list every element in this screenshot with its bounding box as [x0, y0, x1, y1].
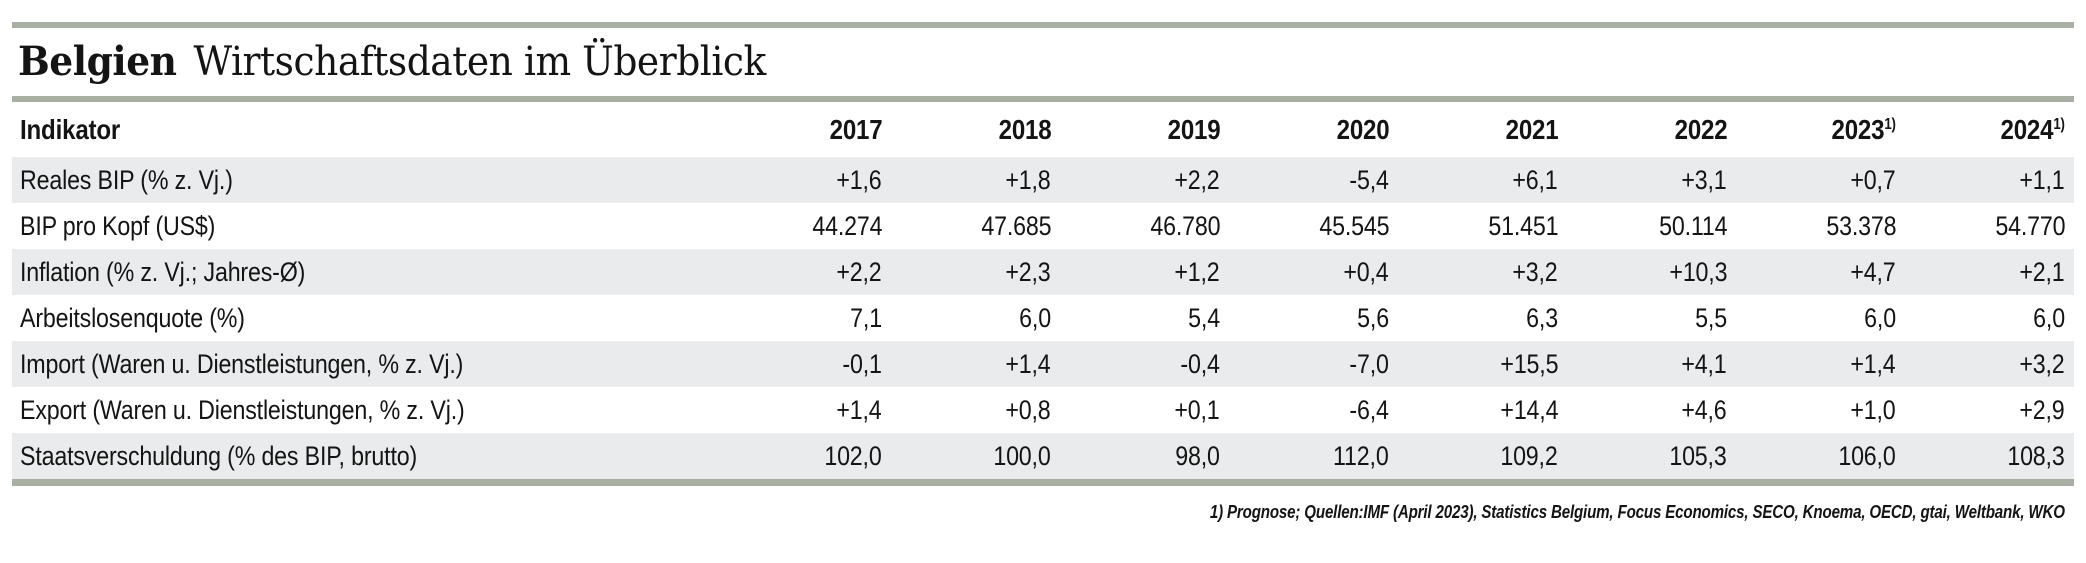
value-cell: -5,4 — [1349, 164, 1390, 195]
value-cell: +0,7 — [1850, 164, 1896, 195]
value-cell: 46.780 — [1150, 210, 1220, 241]
value-cell: 54.770 — [1995, 210, 2065, 241]
indicator-cell: BIP pro Kopf (US$) — [20, 210, 216, 241]
top-rule — [12, 22, 2074, 28]
value-cell: +2,2 — [1174, 164, 1220, 195]
footnote-marker: 1) — [1884, 115, 1897, 133]
table-row-inflation: Inflation (% z. Vj.; Jahres-Ø) +2,2 +2,3… — [12, 249, 2074, 295]
value-cell: 5,6 — [1357, 302, 1389, 333]
footnote-text: 1) Prognose; Quellen:IMF (April 2023), S… — [1209, 502, 2065, 522]
value-cell: 6,0 — [2033, 302, 2065, 333]
value-cell: 106,0 — [1838, 440, 1896, 471]
value-cell: 109,2 — [1500, 440, 1558, 471]
economic-data-table: Indikator 2017 2018 2019 2020 2021 2022 … — [12, 102, 2074, 479]
table-row-arbeitslosenquote: Arbeitslosenquote (%) 7,1 6,0 5,4 5,6 6,… — [12, 295, 2074, 341]
value-cell: 47.685 — [981, 210, 1051, 241]
title-country: Belgien — [18, 38, 177, 85]
column-header-2019: 2019 — [1167, 113, 1220, 145]
table-row-reales-bip: Reales BIP (% z. Vj.) +1,6 +1,8 +2,2 -5,… — [12, 157, 2074, 203]
value-cell: -0,4 — [1180, 348, 1221, 379]
value-cell: +2,9 — [2019, 394, 2065, 425]
value-cell: +4,7 — [1850, 256, 1896, 287]
value-cell: 100,0 — [993, 440, 1051, 471]
column-header-2020: 2020 — [1336, 113, 1389, 145]
indicator-cell: Staatsverschuldung (% des BIP, brutto) — [20, 440, 418, 471]
value-cell: 45.545 — [1319, 210, 1389, 241]
value-cell: +6,1 — [1512, 164, 1558, 195]
value-cell: 108,3 — [2007, 440, 2065, 471]
value-cell: +1,1 — [2019, 164, 2065, 195]
value-cell: +3,2 — [2019, 348, 2065, 379]
value-cell: 6,3 — [1526, 302, 1558, 333]
value-cell: 7,1 — [850, 302, 882, 333]
value-cell: 6,0 — [1864, 302, 1896, 333]
table-row-staatsverschuldung: Staatsverschuldung (% des BIP, brutto) 1… — [12, 433, 2074, 479]
value-cell: +1,2 — [1174, 256, 1220, 287]
value-cell: +3,1 — [1681, 164, 1727, 195]
bottom-rule — [12, 479, 2074, 486]
value-cell: +15,5 — [1500, 348, 1558, 379]
value-cell: +10,3 — [1669, 256, 1727, 287]
value-cell: +1,4 — [1850, 348, 1896, 379]
value-cell: 105,3 — [1669, 440, 1727, 471]
page-title-text: Belgien Wirtschaftsdaten im Überblick — [18, 39, 766, 85]
indicator-cell: Import (Waren u. Dienstleistungen, % z. … — [20, 348, 464, 379]
value-cell: 44.274 — [812, 210, 882, 241]
table-row-bip-pro-kopf: BIP pro Kopf (US$) 44.274 47.685 46.780 … — [12, 203, 2074, 249]
value-cell: -6,4 — [1349, 394, 1390, 425]
indicator-cell: Inflation (% z. Vj.; Jahres-Ø) — [20, 256, 306, 287]
value-cell: 5,5 — [1695, 302, 1727, 333]
table-row-import: Import (Waren u. Dienstleistungen, % z. … — [12, 341, 2074, 387]
value-cell: 50.114 — [1658, 210, 1727, 241]
value-cell: 51.451 — [1488, 210, 1558, 241]
column-header-2022: 2022 — [1674, 113, 1727, 145]
table-row-export: Export (Waren u. Dienstleistungen, % z. … — [12, 387, 2074, 433]
value-cell: 5,4 — [1188, 302, 1220, 333]
value-cell: 98,0 — [1175, 440, 1220, 471]
page-title: Belgien Wirtschaftsdaten im Überblick — [12, 28, 2074, 96]
value-cell: 102,0 — [824, 440, 882, 471]
value-cell: +1,4 — [836, 394, 882, 425]
value-cell: +1,8 — [1005, 164, 1051, 195]
document-page: Belgien Wirtschaftsdaten im Überblick Ind… — [0, 22, 2086, 563]
value-cell: 112,0 — [1333, 440, 1389, 471]
value-cell: 53.378 — [1826, 210, 1896, 241]
value-cell: +2,2 — [836, 256, 882, 287]
value-cell: +0,8 — [1005, 394, 1051, 425]
value-cell: +1,6 — [836, 164, 882, 195]
value-cell: +1,4 — [1005, 348, 1051, 379]
column-header-2021: 2021 — [1505, 113, 1558, 145]
indicator-cell: Export (Waren u. Dienstleistungen, % z. … — [20, 394, 465, 425]
title-divider-rule — [12, 96, 2074, 102]
value-cell: +14,4 — [1500, 394, 1558, 425]
value-cell: -7,0 — [1349, 348, 1390, 379]
footnote-marker: 1) — [2053, 115, 2066, 133]
column-header-indikator: Indikator — [20, 113, 121, 145]
indicator-cell: Arbeitslosenquote (%) — [20, 302, 245, 333]
value-cell: -0,1 — [842, 348, 883, 379]
value-cell: +4,1 — [1681, 348, 1727, 379]
indicator-cell: Reales BIP (% z. Vj.) — [20, 164, 233, 195]
column-header-2023: 20231) — [1831, 113, 1897, 145]
value-cell: +0,1 — [1174, 394, 1220, 425]
value-cell: 6,0 — [1019, 302, 1051, 333]
value-cell: +1,0 — [1850, 394, 1896, 425]
value-cell: +0,4 — [1343, 256, 1389, 287]
footnote: 1) Prognose; Quellen:IMF (April 2023), S… — [12, 502, 2074, 523]
value-cell: +2,1 — [2019, 256, 2065, 287]
column-header-2017: 2017 — [829, 113, 882, 145]
value-cell: +4,6 — [1681, 394, 1727, 425]
value-cell: +3,2 — [1512, 256, 1558, 287]
value-cell: +2,3 — [1005, 256, 1051, 287]
column-header-2024: 20241) — [2000, 113, 2066, 145]
column-header-2018: 2018 — [998, 113, 1051, 145]
table-header-row: Indikator 2017 2018 2019 2020 2021 2022 … — [12, 102, 2074, 157]
title-subtitle: Wirtschaftsdaten im Überblick — [193, 39, 766, 85]
